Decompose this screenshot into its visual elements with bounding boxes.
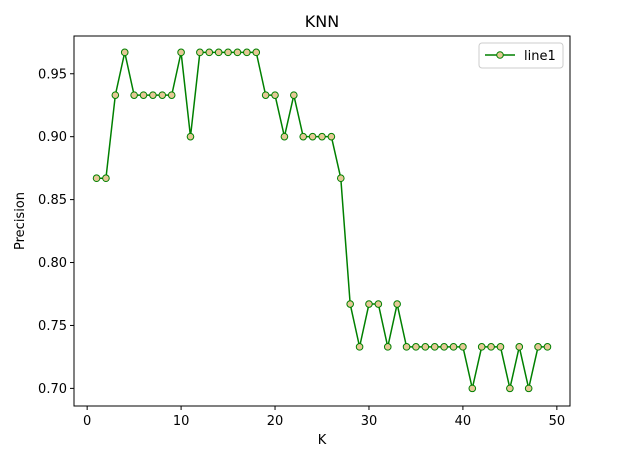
data-point: [102, 174, 110, 183]
data-point: [92, 174, 101, 183]
data-point: [120, 48, 129, 57]
data-point: [365, 300, 373, 308]
x-axis-ticks: 0 10 20 30 40 50: [83, 406, 565, 429]
data-point: [139, 91, 148, 99]
x-tick-label: 40: [455, 414, 472, 429]
y-tick-label: 0.70: [38, 382, 67, 397]
data-point: [393, 300, 401, 308]
x-tick-label: 30: [361, 414, 378, 429]
data-point: [243, 48, 251, 57]
data-point: [496, 343, 505, 351]
legend: line1: [478, 42, 564, 69]
y-tick-label: 0.80: [38, 256, 67, 271]
data-point: [346, 300, 354, 308]
legend-label-line1: line1: [524, 49, 556, 64]
data-point: [186, 132, 195, 141]
data-point: [440, 343, 448, 351]
x-tick-label: 0: [83, 414, 91, 429]
plot-frame: [73, 35, 571, 407]
data-point: [412, 343, 420, 351]
data-point: [487, 343, 495, 351]
x-tick-label: 10: [173, 414, 190, 429]
data-point: [374, 300, 383, 308]
data-point: [449, 343, 458, 351]
data-point: [355, 343, 364, 351]
data-point: [477, 343, 486, 351]
data-point: [261, 91, 270, 99]
data-point: [167, 91, 176, 99]
x-tick-label: 20: [267, 414, 284, 429]
data-point: [543, 343, 552, 351]
data-point: [327, 132, 336, 141]
data-point: [205, 48, 214, 57]
data-point: [252, 48, 261, 57]
y-axis-label: Precision: [13, 192, 28, 250]
data-point: [383, 343, 392, 351]
data-point: [515, 343, 524, 351]
data-point: [271, 91, 279, 99]
data-point: [149, 91, 157, 99]
data-point: [224, 48, 232, 57]
y-axis-ticks: 0.70 0.75 0.80 0.85 0.90 0.95: [38, 67, 74, 397]
y-tick-label: 0.75: [38, 319, 67, 334]
y-tick-label: 0.95: [38, 67, 67, 82]
legend-marker-swatch: [496, 51, 504, 59]
legend-box: [478, 42, 564, 69]
data-point: [336, 174, 345, 183]
data-point: [111, 91, 120, 99]
x-tick-label: 50: [549, 414, 566, 429]
data-point: [524, 384, 533, 393]
series-layer: [92, 48, 552, 393]
data-point: [402, 343, 411, 351]
data-point: [177, 48, 185, 57]
data-point: [506, 384, 514, 393]
data-point: [214, 48, 223, 57]
data-point: [534, 343, 542, 351]
chart-title: KNN: [305, 12, 339, 31]
data-point: [233, 48, 242, 57]
data-point: [421, 343, 430, 351]
data-point: [468, 384, 477, 393]
data-point: [299, 132, 308, 141]
data-point: [459, 343, 467, 351]
y-tick-label: 0.90: [38, 130, 67, 145]
x-axis-label: K: [318, 433, 327, 448]
data-point: [158, 91, 167, 99]
data-point: [280, 132, 289, 141]
data-point: [318, 132, 326, 141]
data-point: [308, 132, 317, 141]
data-point: [130, 91, 138, 99]
data-point: [430, 343, 439, 351]
data-point: [290, 91, 298, 99]
y-tick-label: 0.85: [38, 193, 67, 208]
data-point: [196, 48, 204, 57]
